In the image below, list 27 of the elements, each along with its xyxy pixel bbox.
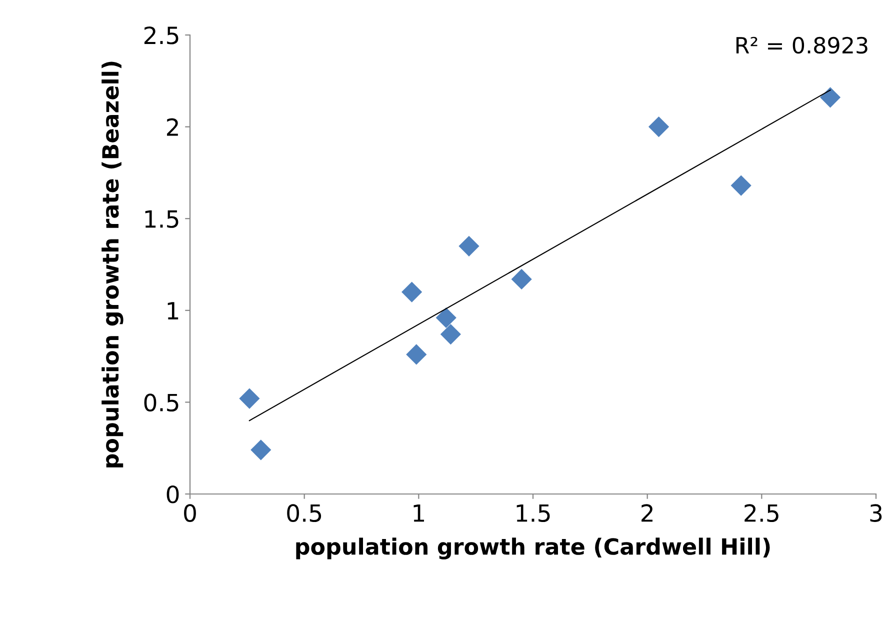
x-axis-title: population growth rate (Cardwell Hill) — [296, 538, 770, 560]
x-tick-label: 0.5 — [287, 504, 322, 522]
y-axis-title: population growth rate (Beazell) — [102, 62, 124, 468]
x-tick-label: 3 — [870, 504, 882, 522]
point — [458, 236, 480, 256]
x-tick-label: 2 — [642, 504, 652, 522]
point — [239, 388, 260, 409]
point — [406, 344, 427, 365]
y-tick-label: 2 — [166, 118, 178, 136]
point — [440, 324, 461, 345]
y-tick-label: 0.5 — [144, 394, 178, 412]
point — [820, 87, 841, 108]
point — [250, 440, 272, 460]
annotation: R² = 0.8923 — [736, 36, 868, 54]
y-tick-label: 1.5 — [145, 210, 178, 228]
y-tick-label: 2.5 — [144, 26, 178, 44]
y-tick-label: 1 — [168, 302, 178, 320]
point — [511, 268, 532, 290]
point — [436, 307, 456, 328]
x-tick-label: 0 — [184, 504, 196, 522]
point — [402, 282, 422, 302]
point — [648, 116, 670, 138]
x-tick-label: 1 — [414, 504, 424, 522]
point — [730, 175, 752, 196]
y-tick-label: 0 — [166, 485, 179, 504]
x-tick-label: 2.5 — [744, 504, 778, 522]
x-tick-label: 1.5 — [516, 504, 550, 522]
